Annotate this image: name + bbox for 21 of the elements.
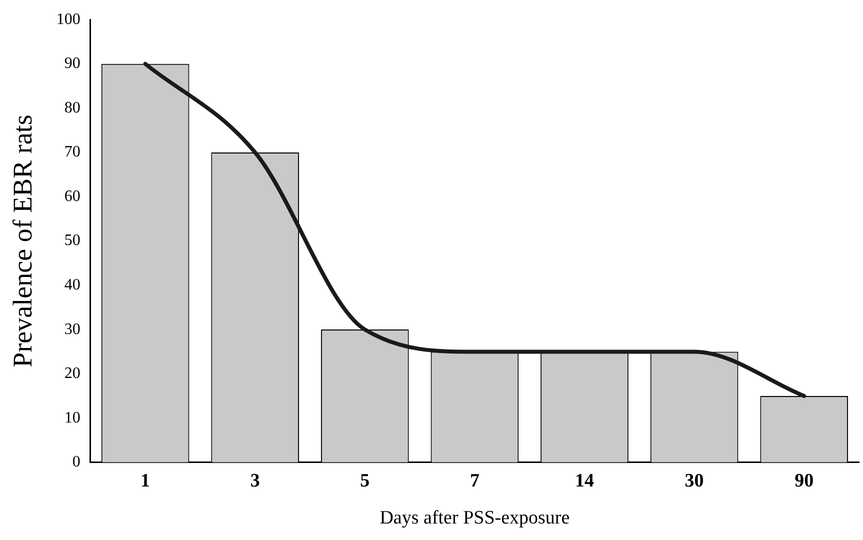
y-tick-label: 30	[64, 320, 80, 338]
y-tick-label: 100	[56, 10, 80, 28]
x-tick-label: 3	[250, 470, 260, 492]
y-tick-label: 70	[64, 144, 80, 161]
x-tick-label: 1	[140, 470, 150, 492]
x-axis-title: Days after PSS-exposure	[380, 508, 570, 529]
x-tick-label: 90	[794, 470, 814, 492]
x-tick-label: 5	[360, 470, 370, 492]
x-tick-label: 30	[684, 470, 704, 492]
y-tick-label: 90	[64, 55, 80, 72]
x-tick-label: 7	[470, 470, 480, 492]
y-tick-label: 40	[64, 276, 80, 294]
line-series	[143, 62, 806, 398]
y-tick-label: 60	[64, 188, 80, 205]
x-tick-label: 14	[575, 470, 594, 492]
y-tick-label: 20	[64, 365, 80, 382]
y-tick-label: 50	[64, 232, 80, 250]
y-tick-label: 80	[64, 99, 80, 116]
y-axis-title: Prevalence of EBR rats	[7, 114, 38, 368]
y-tick-label: 10	[64, 409, 80, 426]
y-tick-label: 0	[72, 454, 80, 471]
